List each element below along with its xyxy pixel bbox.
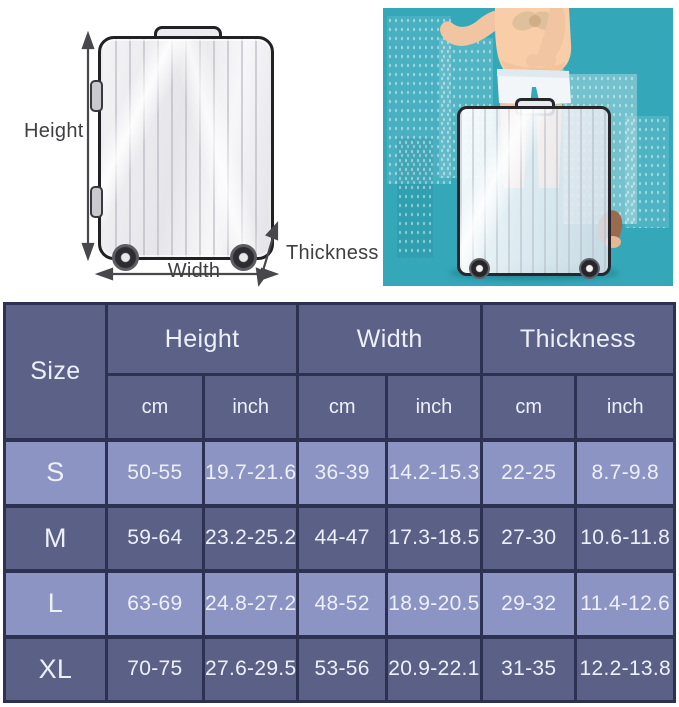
table-row-l: L 63-69 24.8-27.2 48-52 18.9-20.5 29-32 … <box>3 569 676 639</box>
unit-header-cm: cm <box>296 373 388 442</box>
luggage-wheel <box>469 258 490 279</box>
table-cell: 19.7-21.6 <box>201 438 300 508</box>
table-cell: 8.7-9.8 <box>574 438 676 508</box>
table-cell: 29-32 <box>479 569 578 639</box>
table-row-s: S 50-55 19.7-21.6 36-39 14.2-15.3 22-25 … <box>3 438 676 508</box>
table-cell: 23.2-25.2 <box>201 503 300 573</box>
city-building-silhouette <box>397 138 433 258</box>
height-dimension-label: Height <box>24 120 84 142</box>
thickness-dimension-label: Thickness <box>286 242 379 264</box>
table-cell: 12.2-13.8 <box>574 634 676 703</box>
table-row-xl: XL 70-75 27.6-29.5 53-56 20.9-22.1 31-35… <box>3 634 676 703</box>
table-cell: 18.9-20.5 <box>384 569 484 639</box>
table-cell: 70-75 <box>104 634 205 703</box>
column-header-height: Height <box>104 302 300 376</box>
table-cell: 48-52 <box>296 569 388 639</box>
luggage-with-clear-cover <box>457 106 611 276</box>
size-label: L <box>3 569 108 639</box>
luggage-cover-measurement-diagram: Height Width Thickness <box>8 8 379 294</box>
table-cell: 11.4-12.6 <box>574 569 676 639</box>
suitcase-side-grip <box>90 186 103 218</box>
suitcase-wheel <box>112 244 139 271</box>
column-header-width: Width <box>296 302 483 376</box>
table-cell: 14.2-15.3 <box>384 438 484 508</box>
size-chart-table: Size Height Width Thickness cm inch cm i… <box>3 302 676 703</box>
table-cell: 59-64 <box>104 503 205 573</box>
unit-header-inch: inch <box>201 373 300 442</box>
table-cell: 53-56 <box>296 634 388 703</box>
table-cell: 22-25 <box>479 438 578 508</box>
table-cell: 31-35 <box>479 634 578 703</box>
column-header-size: Size <box>3 302 108 442</box>
unit-header-cm: cm <box>479 373 578 442</box>
suitcase-side-grip <box>90 80 103 112</box>
measurement-arrows <box>81 30 280 287</box>
unit-header-cm: cm <box>104 373 205 442</box>
city-building-silhouette <box>387 16 451 184</box>
suitcase-wheel <box>230 244 257 271</box>
table-units-row: cm inch cm inch cm inch <box>5 373 676 442</box>
width-dimension-label: Width <box>167 260 221 282</box>
model-with-luggage-photo <box>383 8 673 286</box>
table-cell: 27.6-29.5 <box>201 634 300 703</box>
table-cell: 63-69 <box>104 569 205 639</box>
table-row-m: M 59-64 23.2-25.2 44-47 17.3-18.5 27-30 … <box>3 503 676 573</box>
cover-shine-highlight <box>101 39 271 257</box>
table-cell: 50-55 <box>104 438 205 508</box>
cover-shine-highlight <box>460 109 608 273</box>
table-cell: 24.8-27.2 <box>201 569 300 639</box>
table-cell: 20.9-22.1 <box>384 634 484 703</box>
table-cell: 27-30 <box>479 503 578 573</box>
table-cell: 17.3-18.5 <box>384 503 484 573</box>
table-cell: 10.6-11.8 <box>574 503 676 573</box>
size-label: M <box>3 503 108 573</box>
city-building-silhouette <box>625 116 669 228</box>
table-header-row: Size Height Width Thickness <box>3 302 676 442</box>
column-header-thickness: Thickness <box>480 302 676 376</box>
size-label: S <box>3 438 108 508</box>
luggage-wheel <box>579 258 600 279</box>
unit-header-inch: inch <box>574 373 676 442</box>
unit-header-inch: inch <box>384 373 484 442</box>
size-label: XL <box>3 634 108 703</box>
table-cell: 44-47 <box>296 503 388 573</box>
suitcase-cover-illustration <box>98 36 274 260</box>
table-cell: 36-39 <box>296 438 388 508</box>
